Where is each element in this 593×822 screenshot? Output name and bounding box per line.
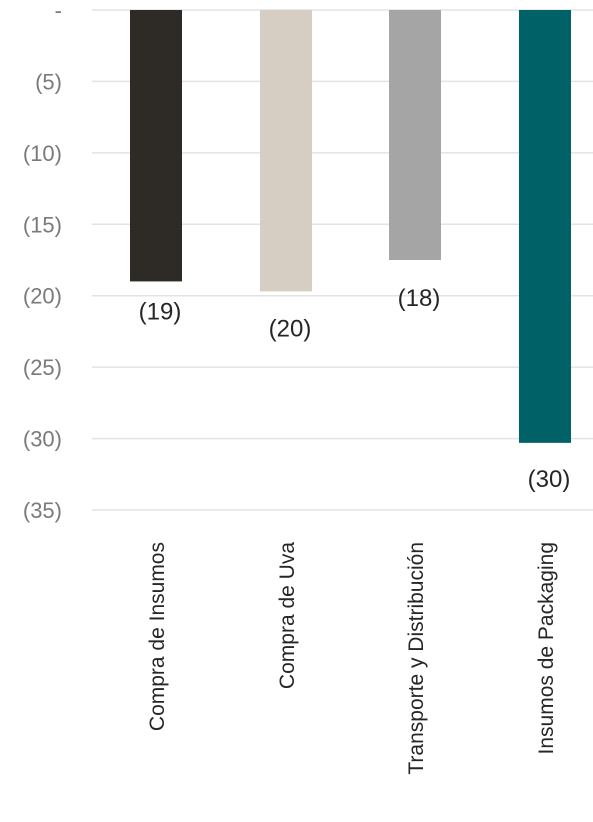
bars [130,10,571,443]
y-tick-label: (5) [35,69,62,94]
y-tick-label: (30) [23,427,62,452]
y-tick-label: (25) [23,355,62,380]
y-tick-label: (20) [23,284,62,309]
data-label: (30) [528,466,571,493]
y-tick-label: (10) [23,141,62,166]
data-label: (20) [269,315,312,342]
category-label: Insumos de Packaging [535,542,558,754]
bar [519,10,571,443]
y-tick-label: (15) [23,212,62,237]
category-label: Transporte y Distribución [405,542,428,775]
bar [389,10,441,260]
y-tick-label: - [55,0,62,23]
data-labels: (19) (20) (18) (30) [139,285,571,493]
category-labels: Compra de Insumos Compra de Uva Transporte… [146,542,558,775]
category-label: Compra de Insumos [146,542,169,731]
y-axis-tick-labels: - (5) (10) (15) (20) (25) (30) (35) [23,0,62,523]
bar [260,10,312,292]
category-label: Compra de Uva [276,542,299,689]
y-tick-label: (35) [23,498,62,523]
data-label: (18) [398,285,441,312]
bar [130,10,182,282]
data-label: (19) [139,298,182,325]
